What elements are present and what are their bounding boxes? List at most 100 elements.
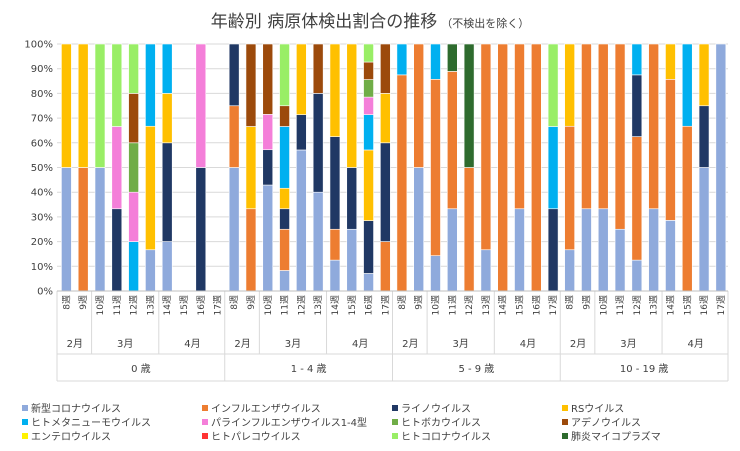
bar-segment — [279, 228, 290, 271]
legend-label: ライノウイルス — [401, 403, 471, 415]
legend-label: ヒトコロナウイルス — [401, 431, 491, 443]
legend-item: RSウイルス — [562, 403, 624, 415]
legend-label: アデノウイルス — [571, 416, 641, 429]
bar-segment — [195, 167, 207, 292]
bar-segment — [614, 43, 626, 230]
legend-label: ヒトボカウイルス — [401, 417, 481, 429]
bar-segment — [346, 43, 358, 168]
bar-segment — [128, 93, 139, 144]
month-label: 4月 — [184, 338, 200, 350]
bar-segment — [698, 105, 710, 168]
legend-swatch — [22, 419, 28, 425]
month-label: 3月 — [620, 338, 636, 350]
legend-label: パラインフルエンザウイルス1-4型 — [211, 416, 367, 429]
week-tick-label: 9週 — [246, 295, 257, 310]
bar-segment — [363, 149, 374, 221]
week-tick-label: 17週 — [716, 295, 727, 315]
chart-title: 年齢別 病原体検出割合の推移 （不検出を除く） — [211, 12, 529, 32]
legend-swatch — [562, 419, 568, 425]
bar-segment — [396, 43, 408, 76]
week-tick-label: 14週 — [665, 295, 676, 315]
y-tick-label: 20% — [31, 237, 53, 248]
bar-segment — [665, 79, 676, 221]
week-tick-label: 8週 — [229, 295, 240, 310]
bar-segment — [547, 208, 559, 292]
bar-segment — [329, 136, 341, 230]
bar-segment — [631, 74, 643, 137]
bar-segment — [698, 43, 710, 107]
legend-swatch — [202, 433, 208, 439]
legend-item: エンテロウイルス — [22, 431, 111, 443]
bar-segment — [446, 208, 458, 292]
bar-group — [228, 43, 391, 292]
bar-segment — [380, 93, 391, 144]
legend-item: パラインフルエンザウイルス1-4型 — [202, 416, 367, 429]
bar-segment — [430, 43, 441, 80]
bar-segment — [564, 125, 575, 251]
bar-segment — [430, 79, 441, 256]
bar-segment — [597, 208, 609, 292]
week-tick-label: 13週 — [145, 295, 156, 315]
bar-segment — [396, 74, 408, 292]
bar-segment — [262, 114, 274, 151]
bar-segment — [363, 43, 374, 63]
legend-label: インフルエンザウイルス — [211, 403, 321, 415]
bar-segment — [446, 43, 458, 72]
y-tick-label: 50% — [31, 163, 53, 174]
legend-swatch — [22, 433, 28, 439]
legend-swatch — [392, 419, 398, 425]
bar-segment — [61, 43, 72, 168]
legend-swatch — [562, 405, 568, 411]
bar-segment — [530, 43, 542, 292]
bar-segment — [363, 114, 374, 151]
bar-segment — [279, 43, 290, 107]
bar-segment — [61, 167, 72, 292]
week-tick-label: 15週 — [682, 295, 693, 315]
bar-segment — [296, 114, 307, 151]
week-tick-label: 17週 — [548, 295, 559, 315]
bar-segment — [161, 93, 173, 144]
bar-segment — [145, 125, 156, 251]
bar-segment — [363, 273, 374, 292]
age-group-label: 1 - 4 歳 — [291, 363, 327, 375]
month-label: 3月 — [117, 338, 133, 350]
bar-segment — [346, 228, 358, 292]
bar-segment — [698, 167, 710, 292]
month-label: 3月 — [453, 338, 469, 350]
bar-segment — [77, 43, 89, 168]
legend-label: ヒトメタニューモウイルス — [31, 417, 151, 429]
bar-segment — [681, 125, 693, 292]
legend-swatch — [392, 405, 398, 411]
bar-segment — [547, 126, 559, 210]
bar-segment — [363, 220, 374, 274]
week-tick-label: 10週 — [95, 295, 106, 315]
legend-swatch — [562, 433, 568, 439]
week-tick-label: 13週 — [481, 295, 492, 315]
week-tick-label: 10週 — [263, 295, 274, 315]
week-tick-label: 8週 — [61, 295, 72, 310]
bar-segment — [715, 43, 727, 292]
y-tick-label: 30% — [31, 212, 53, 223]
bar-segment — [329, 228, 341, 261]
week-tick-label: 8週 — [565, 295, 576, 310]
bar-group — [396, 43, 559, 292]
bar-segment — [128, 43, 139, 94]
bar-segment — [279, 187, 290, 210]
week-tick-label: 14週 — [330, 295, 341, 315]
bar-segment — [296, 43, 307, 115]
week-tick-label: 14週 — [498, 295, 509, 315]
week-tick-label: 11週 — [280, 295, 291, 315]
y-axis: 0% 10% 20% 30% 40% 50% 60% 70% 80% 90% 100% — [24, 40, 53, 298]
bar-segment — [614, 228, 626, 292]
bar-segment — [363, 79, 374, 98]
legend-item: 肺炎マイコプラズマ — [562, 430, 661, 443]
bar-segment — [228, 43, 240, 107]
legend-swatch — [202, 405, 208, 411]
week-tick-label: 8週 — [397, 295, 408, 310]
week-tick-label: 11週 — [447, 295, 458, 315]
legend-swatch — [392, 433, 398, 439]
bar-segment — [380, 43, 391, 94]
legend-item: 新型コロナウイルス — [22, 402, 121, 415]
bar-segment — [195, 43, 207, 168]
